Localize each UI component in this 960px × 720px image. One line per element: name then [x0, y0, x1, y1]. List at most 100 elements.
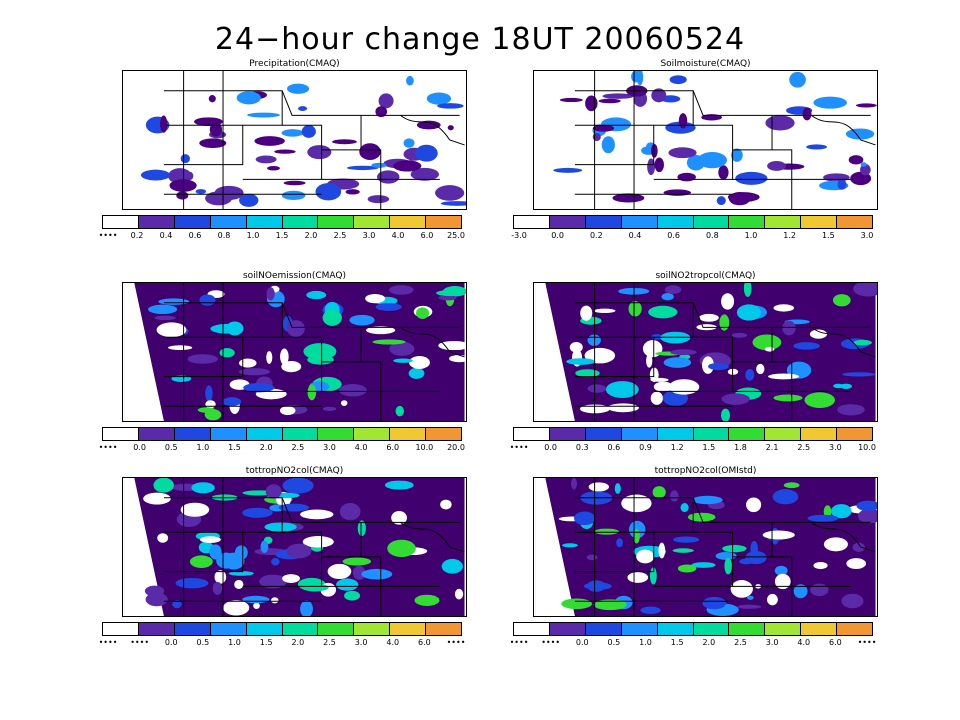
colorbar-swatch	[174, 623, 211, 635]
data-patch	[336, 578, 359, 591]
boundary-line	[811, 326, 876, 358]
data-patch	[303, 343, 337, 360]
data-patch	[673, 536, 700, 543]
colorbar-tick-label: -3.0	[511, 231, 527, 240]
colorbar-swatch	[801, 216, 838, 228]
data-patch	[702, 596, 727, 610]
colorbar-tick-label: 0.6	[667, 231, 681, 240]
boundary-line	[163, 124, 244, 166]
colorbar-boxes	[102, 622, 462, 636]
colorbar-swatch	[246, 623, 283, 635]
data-patch	[267, 166, 280, 171]
colorbar-tick-label: 2.5	[333, 231, 347, 240]
colorbar-swatch	[138, 623, 175, 635]
data-patch	[774, 573, 791, 590]
colorbar-tick-label: 1.5	[275, 231, 289, 240]
colorbar-tick-label: 6.0	[828, 638, 842, 647]
data-patch	[266, 351, 273, 364]
data-patch	[614, 483, 621, 494]
data-patch	[593, 599, 627, 611]
data-patch	[236, 91, 261, 105]
data-patch	[699, 313, 719, 322]
data-patch	[205, 385, 213, 402]
data-patch	[813, 96, 847, 109]
panel-title: tottropNO2col(CMAQ)	[245, 466, 344, 476]
data-patch	[265, 484, 282, 499]
colorbar-tick-label: 0.8	[217, 231, 231, 240]
data-patch	[762, 530, 795, 540]
map-background	[535, 71, 876, 209]
data-patch	[187, 354, 219, 364]
boundary-line	[400, 326, 465, 358]
boundary-line	[321, 556, 382, 616]
data-patch	[154, 315, 176, 321]
colorbar-swatch	[514, 428, 550, 440]
data-patch	[315, 183, 342, 201]
data-patch	[773, 304, 795, 312]
data-patch	[602, 93, 634, 99]
data-patch	[586, 580, 606, 592]
data-patch	[389, 341, 415, 356]
data-patch	[612, 193, 645, 203]
colorbar-tick-label: 0.0	[164, 638, 178, 647]
colorbar-labels: •••• 0.0 0.5 1.0 1.5 2.0 2.5 3.0 4.0 6.0 10.0 20.0	[99, 441, 465, 453]
colorbar-tick-label: 2.5	[323, 638, 336, 647]
data-patch	[860, 162, 867, 167]
data-patch	[286, 543, 312, 559]
map-image	[122, 282, 467, 422]
data-patch	[569, 341, 583, 353]
colorbar-labels: •••• •••• 0.0 0.5 1.0 1.5 2.0 2.5 3.0 4.0 6.0 ••••	[510, 636, 877, 648]
colorbar-tick-label: ••••	[98, 638, 118, 647]
data-patch	[409, 355, 430, 369]
data-patch	[585, 95, 598, 112]
panel-title: soilNOemission(CMAQ)	[242, 271, 347, 281]
boundary-line	[811, 521, 876, 553]
boundary-line	[811, 114, 876, 146]
colorbar-tick-label: 2.0	[702, 638, 716, 647]
colorbar-tick-label: 0.4	[159, 231, 173, 240]
data-patch	[180, 154, 190, 164]
data-patch	[415, 144, 438, 162]
colorbar-tick-label: 0.9	[639, 443, 652, 452]
panel-title: Precipitation(CMAQ)	[249, 59, 340, 69]
data-patch	[813, 561, 828, 570]
colorbar-swatch	[621, 216, 658, 228]
data-patch	[168, 345, 193, 351]
colorbar-swatch	[246, 428, 283, 440]
colorbar-tick-label: 1.2	[783, 231, 797, 240]
data-patch	[271, 558, 280, 566]
data-patch	[730, 580, 753, 598]
data-patch	[789, 71, 806, 88]
data-patch	[640, 606, 661, 615]
map-image	[122, 477, 467, 617]
data-patch	[841, 593, 864, 609]
colorbar-tick-label: ••••	[98, 231, 118, 240]
boundary-line	[242, 336, 323, 392]
data-patch	[745, 369, 755, 381]
data-patch	[298, 106, 308, 112]
colorbar-tick-label: 1.0	[246, 231, 260, 240]
data-patch	[375, 303, 402, 311]
colorbar-tick-label: 6.0	[386, 443, 400, 452]
colorbar-tick-label: 2.5	[734, 638, 747, 647]
data-patch	[593, 308, 616, 313]
data-patch	[722, 544, 747, 553]
data-patch	[144, 585, 165, 597]
colorbar-swatch	[585, 623, 622, 635]
colorbar-tick-label: 3.0	[765, 638, 779, 647]
colorbar-swatch	[390, 623, 427, 635]
data-patch	[765, 115, 795, 131]
data-patch	[180, 502, 210, 517]
data-patch	[839, 383, 852, 389]
data-patch	[278, 503, 310, 512]
data-patch	[327, 563, 352, 580]
data-patch	[266, 287, 275, 301]
data-patch	[239, 358, 257, 368]
data-patch	[435, 185, 465, 201]
data-patch	[648, 305, 678, 319]
boundary-line	[400, 114, 465, 146]
data-patch	[677, 172, 696, 182]
data-patch	[157, 533, 169, 543]
data-patch	[553, 167, 583, 173]
colorbar-swatch	[282, 623, 319, 635]
